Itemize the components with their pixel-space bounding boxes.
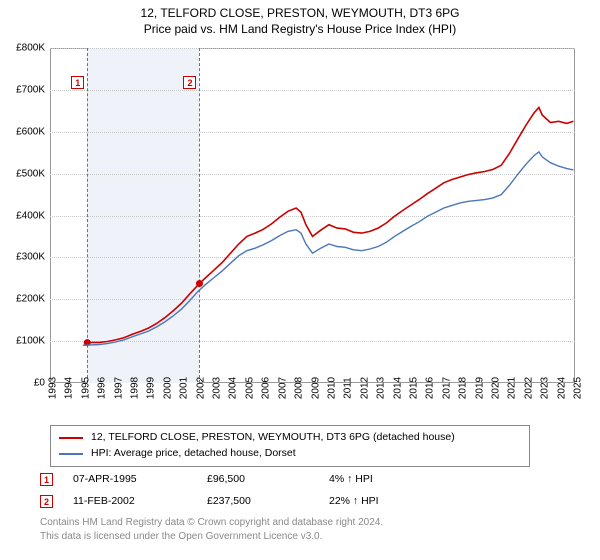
footer-line: This data is licensed under the Open Gov… <box>40 530 383 544</box>
legend-row-hpi: HPI: Average price, detached house, Dors… <box>59 446 521 462</box>
x-axis-label: 1999 <box>146 377 157 399</box>
transaction-date: 11-FEB-2002 <box>65 495 195 507</box>
legend-swatch-icon <box>59 453 83 455</box>
x-axis-label: 2021 <box>507 377 518 399</box>
x-axis-label: 2012 <box>359 377 370 399</box>
x-axis-label: 2017 <box>441 377 452 399</box>
x-axis-label: 1998 <box>130 377 141 399</box>
footer-line: Contains HM Land Registry data © Crown c… <box>40 516 383 530</box>
legend-row-price-paid: 12, TELFORD CLOSE, PRESTON, WEYMOUTH, DT… <box>59 430 521 446</box>
series-marker-icon <box>196 280 203 287</box>
legend-swatch-icon <box>59 437 83 439</box>
x-axis-label: 2002 <box>195 377 206 399</box>
x-axis-label: 2008 <box>294 377 305 399</box>
footer-attribution: Contains HM Land Registry data © Crown c… <box>40 516 383 543</box>
legend-label: HPI: Average price, detached house, Dors… <box>91 446 296 462</box>
y-axis-label: £700K <box>0 84 45 95</box>
line-series-svg <box>50 48 575 383</box>
x-axis-label: 2024 <box>556 377 567 399</box>
y-axis-label: £300K <box>0 252 45 263</box>
transaction-marker-icon: 1 <box>40 473 53 486</box>
chart-subtitle: Price paid vs. HM Land Registry's House … <box>0 22 600 38</box>
x-axis-label: 2005 <box>244 377 255 399</box>
x-axis-label: 2019 <box>474 377 485 399</box>
x-axis-label: 2003 <box>212 377 223 399</box>
y-axis-label: £200K <box>0 294 45 305</box>
legend-label: 12, TELFORD CLOSE, PRESTON, WEYMOUTH, DT… <box>91 430 455 446</box>
transaction-row: 1 07-APR-1995 £96,500 4% ↑ HPI <box>40 468 449 490</box>
x-axis-label: 2018 <box>458 377 469 399</box>
y-axis-label: £400K <box>0 210 45 221</box>
x-axis-label: 1995 <box>80 377 91 399</box>
y-axis-label: £600K <box>0 126 45 137</box>
x-axis-label: 2004 <box>228 377 239 399</box>
x-axis-label: 1996 <box>97 377 108 399</box>
x-axis-label: 2020 <box>490 377 501 399</box>
x-axis-label: 1997 <box>113 377 124 399</box>
x-axis-label: 2007 <box>277 377 288 399</box>
y-axis-label: £800K <box>0 43 45 54</box>
x-axis-label: 2000 <box>162 377 173 399</box>
x-axis-label: 1994 <box>64 377 75 399</box>
x-axis-label: 2015 <box>408 377 419 399</box>
transaction-hpi-delta: 22% ↑ HPI <box>329 495 449 507</box>
x-axis-label: 2006 <box>261 377 272 399</box>
x-axis-label: 2009 <box>310 377 321 399</box>
transaction-marker-icon: 2 <box>40 495 53 508</box>
transaction-row: 2 11-FEB-2002 £237,500 22% ↑ HPI <box>40 490 449 512</box>
legend: 12, TELFORD CLOSE, PRESTON, WEYMOUTH, DT… <box>50 425 530 467</box>
annotation-marker-icon: 1 <box>71 76 84 89</box>
annotation-marker-icon: 2 <box>183 76 196 89</box>
x-axis-label: 2016 <box>425 377 436 399</box>
plot-area: £0£100K£200K£300K£400K£500K£600K£700K£80… <box>50 48 575 383</box>
title-block: 12, TELFORD CLOSE, PRESTON, WEYMOUTH, DT… <box>0 0 600 37</box>
x-axis-label: 2013 <box>376 377 387 399</box>
x-axis-label: 2025 <box>573 377 584 399</box>
x-axis-label: 2001 <box>179 377 190 399</box>
x-axis-label: 2022 <box>523 377 534 399</box>
transaction-price: £96,500 <box>207 473 317 485</box>
transaction-price: £237,500 <box>207 495 317 507</box>
chart-container: 12, TELFORD CLOSE, PRESTON, WEYMOUTH, DT… <box>0 0 600 560</box>
series-line-hpi <box>83 152 574 345</box>
chart-title: 12, TELFORD CLOSE, PRESTON, WEYMOUTH, DT… <box>0 6 600 22</box>
x-axis-label: 2014 <box>392 377 403 399</box>
transaction-hpi-delta: 4% ↑ HPI <box>329 473 449 485</box>
transaction-date: 07-APR-1995 <box>65 473 195 485</box>
transaction-rows: 1 07-APR-1995 £96,500 4% ↑ HPI 2 11-FEB-… <box>40 468 449 512</box>
x-axis-label: 1993 <box>48 377 59 399</box>
y-axis-label: £0 <box>0 378 45 389</box>
y-axis-label: £100K <box>0 336 45 347</box>
x-axis-label: 2010 <box>326 377 337 399</box>
x-axis-label: 2023 <box>540 377 551 399</box>
y-axis-label: £500K <box>0 168 45 179</box>
series-line-price_paid <box>87 108 573 343</box>
x-axis-label: 2011 <box>343 377 354 399</box>
